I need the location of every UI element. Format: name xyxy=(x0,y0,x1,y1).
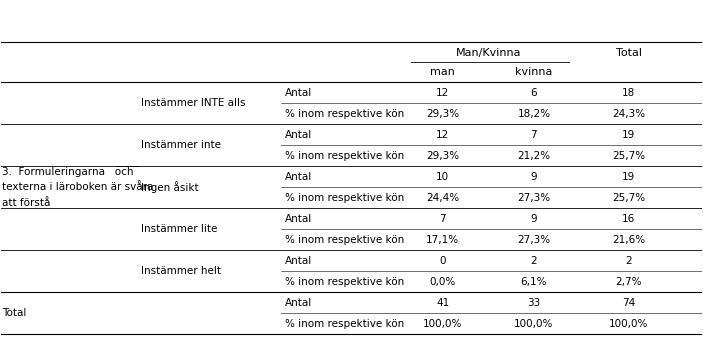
Text: man: man xyxy=(430,67,455,77)
Text: 33: 33 xyxy=(527,298,541,308)
Text: 0,0%: 0,0% xyxy=(430,277,456,287)
Text: Antal: Antal xyxy=(285,298,312,308)
Text: 29,3%: 29,3% xyxy=(426,151,459,161)
Text: Instämmer helt: Instämmer helt xyxy=(141,266,221,276)
Text: 2: 2 xyxy=(531,256,537,266)
Text: 41: 41 xyxy=(436,298,449,308)
Text: 3.  Formuleringarna   och: 3. Formuleringarna och xyxy=(2,167,134,177)
Text: % inom respektive kön: % inom respektive kön xyxy=(285,277,404,287)
Text: Antal: Antal xyxy=(285,172,312,182)
Text: % inom respektive kön: % inom respektive kön xyxy=(285,151,404,161)
Text: 100,0%: 100,0% xyxy=(423,319,463,329)
Text: Antal: Antal xyxy=(285,214,312,224)
Text: 7: 7 xyxy=(439,214,446,224)
Text: 6: 6 xyxy=(531,88,537,98)
Text: 21,6%: 21,6% xyxy=(612,235,645,245)
Text: 12: 12 xyxy=(436,130,449,140)
Text: % inom respektive kön: % inom respektive kön xyxy=(285,193,404,203)
Text: % inom respektive kön: % inom respektive kön xyxy=(285,109,404,119)
Text: Total: Total xyxy=(616,49,642,58)
Text: 29,3%: 29,3% xyxy=(426,109,459,119)
Text: 100,0%: 100,0% xyxy=(514,319,553,329)
Text: 2: 2 xyxy=(626,256,632,266)
Text: Antal: Antal xyxy=(285,256,312,266)
Text: 16: 16 xyxy=(622,214,636,224)
Text: 19: 19 xyxy=(622,172,636,182)
Text: 27,3%: 27,3% xyxy=(517,235,550,245)
Text: 2,7%: 2,7% xyxy=(615,277,642,287)
Text: texterna i läroboken är svåra: texterna i läroboken är svåra xyxy=(2,183,153,193)
Text: 25,7%: 25,7% xyxy=(612,151,645,161)
Text: Instämmer inte: Instämmer inte xyxy=(141,141,221,150)
Text: 0: 0 xyxy=(439,256,446,266)
Text: Instämmer INTE alls: Instämmer INTE alls xyxy=(141,98,245,108)
Text: kvinna: kvinna xyxy=(515,67,553,77)
Text: Man/Kvinna: Man/Kvinna xyxy=(456,49,521,58)
Text: 25,7%: 25,7% xyxy=(612,193,645,203)
Text: Antal: Antal xyxy=(285,130,312,140)
Text: 24,4%: 24,4% xyxy=(426,193,459,203)
Text: 7: 7 xyxy=(531,130,537,140)
Text: Instämmer lite: Instämmer lite xyxy=(141,224,217,235)
Text: Total: Total xyxy=(2,308,27,318)
Text: 27,3%: 27,3% xyxy=(517,193,550,203)
Text: 12: 12 xyxy=(436,88,449,98)
Text: 9: 9 xyxy=(531,214,537,224)
Text: % inom respektive kön: % inom respektive kön xyxy=(285,319,404,329)
Text: 74: 74 xyxy=(622,298,636,308)
Text: 10: 10 xyxy=(436,172,449,182)
Text: 18: 18 xyxy=(622,88,636,98)
Text: 24,3%: 24,3% xyxy=(612,109,645,119)
Text: 6,1%: 6,1% xyxy=(521,277,547,287)
Text: 18,2%: 18,2% xyxy=(517,109,550,119)
Text: att förstå: att förstå xyxy=(2,198,51,208)
Text: 100,0%: 100,0% xyxy=(609,319,648,329)
Text: Ingen åsikt: Ingen åsikt xyxy=(141,182,199,194)
Text: 17,1%: 17,1% xyxy=(426,235,459,245)
Text: 9: 9 xyxy=(531,172,537,182)
Text: 19: 19 xyxy=(622,130,636,140)
Text: Antal: Antal xyxy=(285,88,312,98)
Text: 21,2%: 21,2% xyxy=(517,151,550,161)
Text: % inom respektive kön: % inom respektive kön xyxy=(285,235,404,245)
